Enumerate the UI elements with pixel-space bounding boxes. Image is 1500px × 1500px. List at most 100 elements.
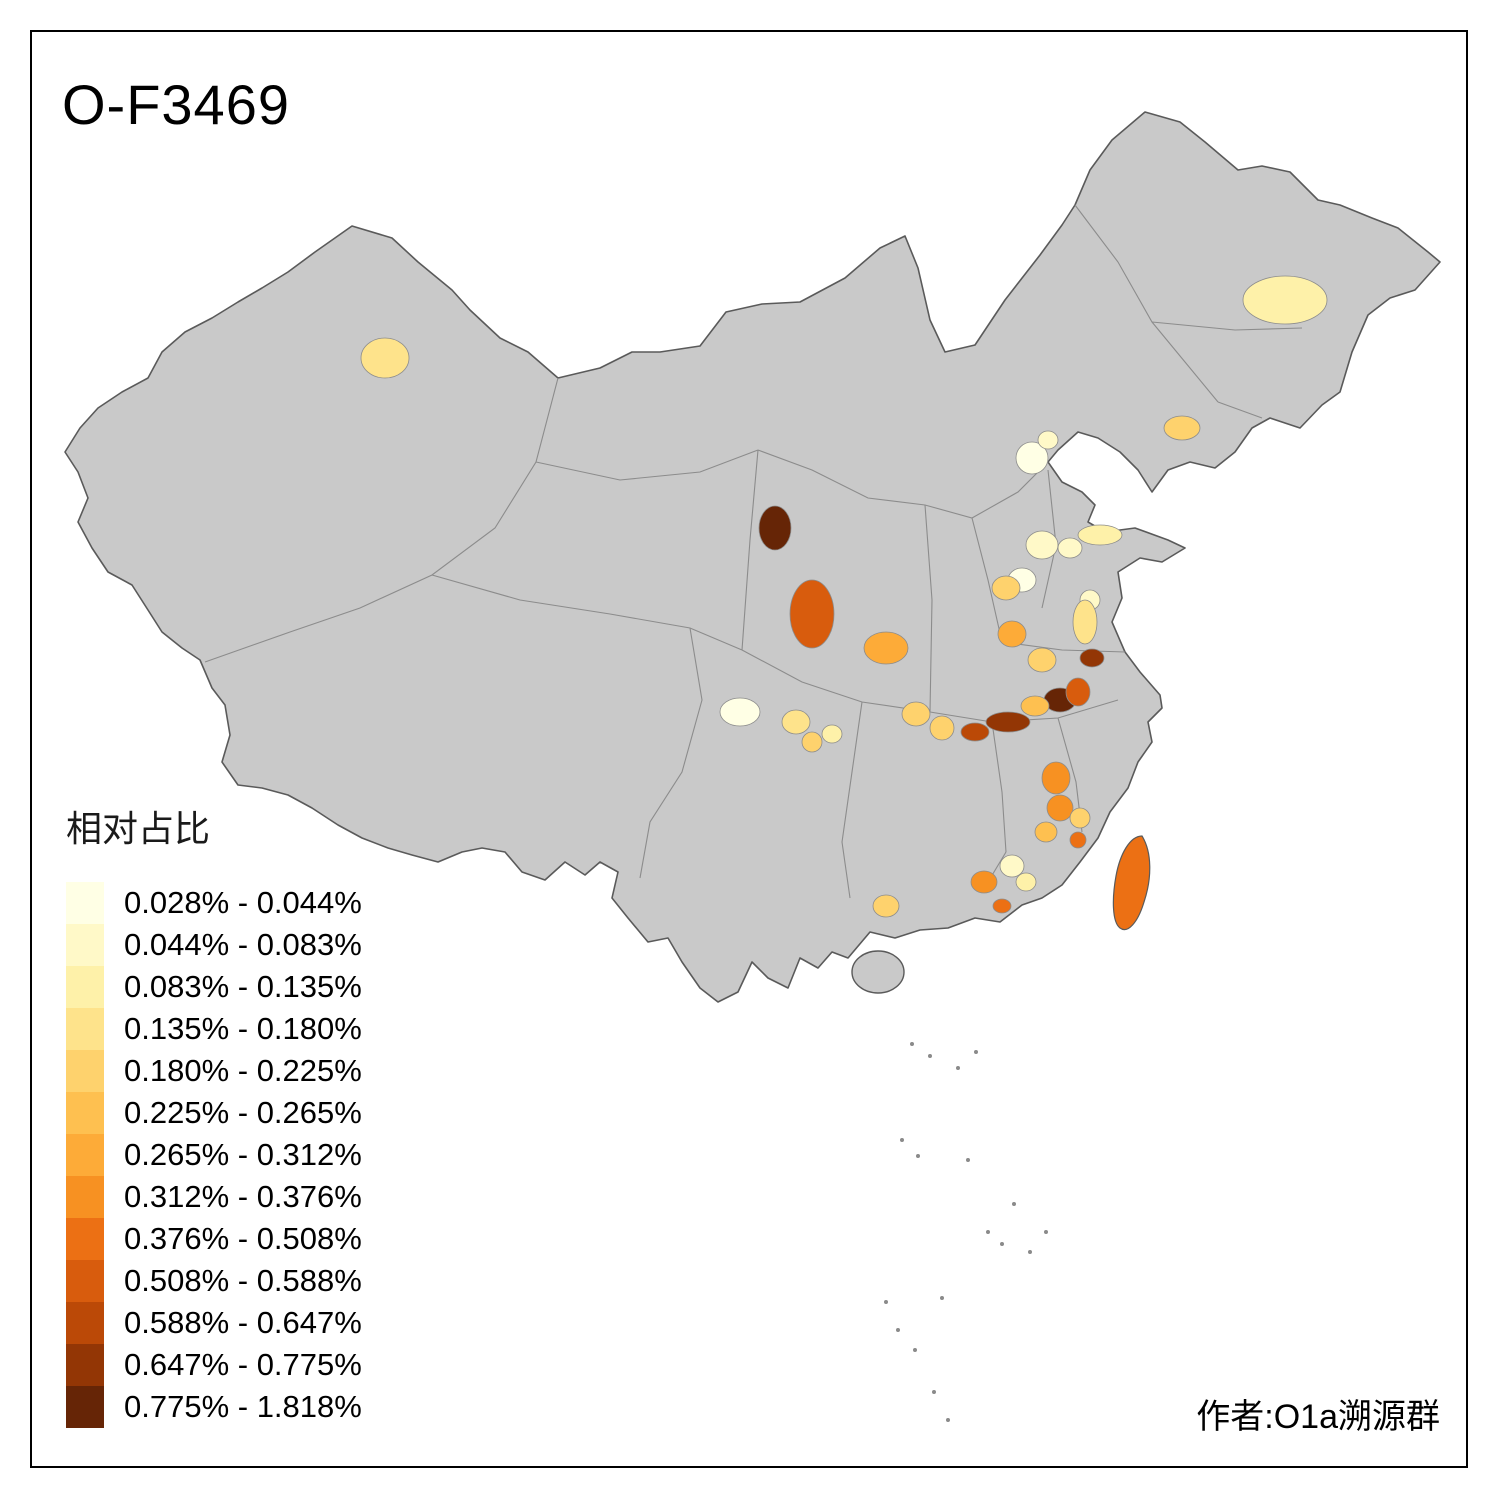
prefecture-region bbox=[1163, 415, 1201, 441]
legend-rows: 0.028% - 0.044% 0.044% - 0.083% 0.083% - 0… bbox=[66, 882, 362, 1428]
prefecture-region bbox=[970, 870, 998, 894]
legend-swatch bbox=[66, 1176, 104, 1218]
prefecture-region bbox=[719, 697, 761, 727]
islet-mark bbox=[966, 1158, 970, 1162]
prefecture-region bbox=[1072, 599, 1098, 645]
islet-mark bbox=[1028, 1250, 1032, 1254]
islet-mark bbox=[928, 1054, 932, 1058]
legend-swatch bbox=[66, 882, 104, 924]
prefecture-region bbox=[997, 620, 1027, 648]
legend-swatch bbox=[66, 1050, 104, 1092]
islet-mark bbox=[1000, 1242, 1004, 1246]
prefecture-region bbox=[1027, 647, 1057, 673]
legend-item: 0.588% - 0.647% bbox=[66, 1302, 362, 1344]
prefecture-region bbox=[781, 709, 811, 735]
prefecture-region bbox=[872, 894, 900, 918]
prefecture-region bbox=[1025, 530, 1059, 560]
islet-mark bbox=[916, 1154, 920, 1158]
prefecture-region bbox=[985, 711, 1031, 733]
islet-mark bbox=[884, 1300, 888, 1304]
legend-swatch bbox=[66, 1134, 104, 1176]
islet-mark bbox=[986, 1230, 990, 1234]
legend-swatch bbox=[66, 1218, 104, 1260]
islet-mark bbox=[956, 1066, 960, 1070]
legend-label: 0.135% - 0.180% bbox=[124, 1011, 362, 1046]
legend-label: 0.028% - 0.044% bbox=[124, 885, 362, 920]
islet-mark bbox=[896, 1328, 900, 1332]
prefecture-region bbox=[789, 579, 835, 649]
legend-item: 0.647% - 0.775% bbox=[66, 1344, 362, 1386]
prefecture-region bbox=[863, 631, 909, 665]
prefecture-region bbox=[1079, 648, 1105, 668]
prefecture-region bbox=[1069, 807, 1091, 829]
prefecture-region bbox=[1015, 441, 1049, 475]
highlighted-prefectures bbox=[360, 275, 1328, 918]
south-china-sea-islands bbox=[884, 1042, 1048, 1422]
prefecture-region bbox=[991, 575, 1021, 601]
prefecture-region bbox=[758, 505, 792, 551]
prefecture-region bbox=[801, 731, 823, 753]
legend-item: 0.508% - 0.588% bbox=[66, 1260, 362, 1302]
islet-mark bbox=[910, 1042, 914, 1046]
islet-mark bbox=[974, 1050, 978, 1054]
legend-item: 0.775% - 1.818% bbox=[66, 1386, 362, 1428]
legend-label: 0.044% - 0.083% bbox=[124, 927, 362, 962]
islet-mark bbox=[932, 1390, 936, 1394]
prefecture-region bbox=[1041, 761, 1071, 795]
legend-item: 0.180% - 0.225% bbox=[66, 1050, 362, 1092]
legend-swatch bbox=[66, 1260, 104, 1302]
prefecture-region bbox=[1015, 872, 1037, 892]
legend-label: 0.376% - 0.508% bbox=[124, 1221, 362, 1256]
page-title: O-F3469 bbox=[62, 73, 290, 136]
legend-label: 0.312% - 0.376% bbox=[124, 1179, 362, 1214]
prefecture-region bbox=[1057, 537, 1083, 559]
attribution-text: 作者:O1a溯源群 bbox=[1196, 1398, 1440, 1436]
legend-label: 0.265% - 0.312% bbox=[124, 1137, 362, 1172]
prefecture-region bbox=[1069, 831, 1087, 849]
legend-item: 0.083% - 0.135% bbox=[66, 966, 362, 1008]
prefecture-region bbox=[1020, 695, 1050, 717]
legend-label: 0.775% - 1.818% bbox=[124, 1389, 362, 1424]
islet-mark bbox=[946, 1418, 950, 1422]
legend-swatch bbox=[66, 1092, 104, 1134]
islet-mark bbox=[900, 1138, 904, 1142]
legend-item: 0.135% - 0.180% bbox=[66, 1008, 362, 1050]
legend-label: 0.083% - 0.135% bbox=[124, 969, 362, 1004]
prefecture-region bbox=[1046, 794, 1074, 822]
prefecture-region bbox=[901, 701, 931, 727]
legend-label: 0.647% - 0.775% bbox=[124, 1347, 362, 1382]
islet-mark bbox=[1012, 1202, 1016, 1206]
islet-mark bbox=[913, 1348, 917, 1352]
legend-swatch bbox=[66, 1008, 104, 1050]
legend-item: 0.225% - 0.265% bbox=[66, 1092, 362, 1134]
legend-label: 0.588% - 0.647% bbox=[124, 1305, 362, 1340]
prefecture-region bbox=[929, 715, 955, 741]
legend-item: 0.028% - 0.044% bbox=[66, 882, 362, 924]
legend-item: 0.265% - 0.312% bbox=[66, 1134, 362, 1176]
prefecture-region bbox=[999, 854, 1025, 878]
legend-swatch bbox=[66, 966, 104, 1008]
hainan-island bbox=[851, 950, 905, 994]
legend-swatch bbox=[66, 1386, 104, 1428]
islet-mark bbox=[940, 1296, 944, 1300]
prefecture-region bbox=[960, 722, 990, 742]
legend-item: 0.376% - 0.508% bbox=[66, 1218, 362, 1260]
prefecture-region bbox=[1077, 524, 1123, 546]
legend-title: 相对占比 bbox=[66, 808, 211, 849]
legend: 相对占比 0.028% - 0.044% 0.044% - 0.083% 0.083… bbox=[66, 800, 362, 1428]
islet-mark bbox=[1044, 1230, 1048, 1234]
prefecture-region bbox=[992, 898, 1012, 914]
legend-label: 0.225% - 0.265% bbox=[124, 1095, 362, 1130]
legend-label: 0.508% - 0.588% bbox=[124, 1263, 362, 1298]
legend-item: 0.044% - 0.083% bbox=[66, 924, 362, 966]
legend-swatch bbox=[66, 924, 104, 966]
prefecture-region bbox=[1242, 275, 1328, 325]
mainland-region bbox=[64, 111, 1441, 1003]
prefecture-region bbox=[360, 337, 410, 379]
legend-swatch bbox=[66, 1302, 104, 1344]
province-borders bbox=[204, 204, 1303, 899]
legend-label: 0.180% - 0.225% bbox=[124, 1053, 362, 1088]
legend-swatch bbox=[66, 1344, 104, 1386]
prefecture-region bbox=[1065, 677, 1091, 707]
